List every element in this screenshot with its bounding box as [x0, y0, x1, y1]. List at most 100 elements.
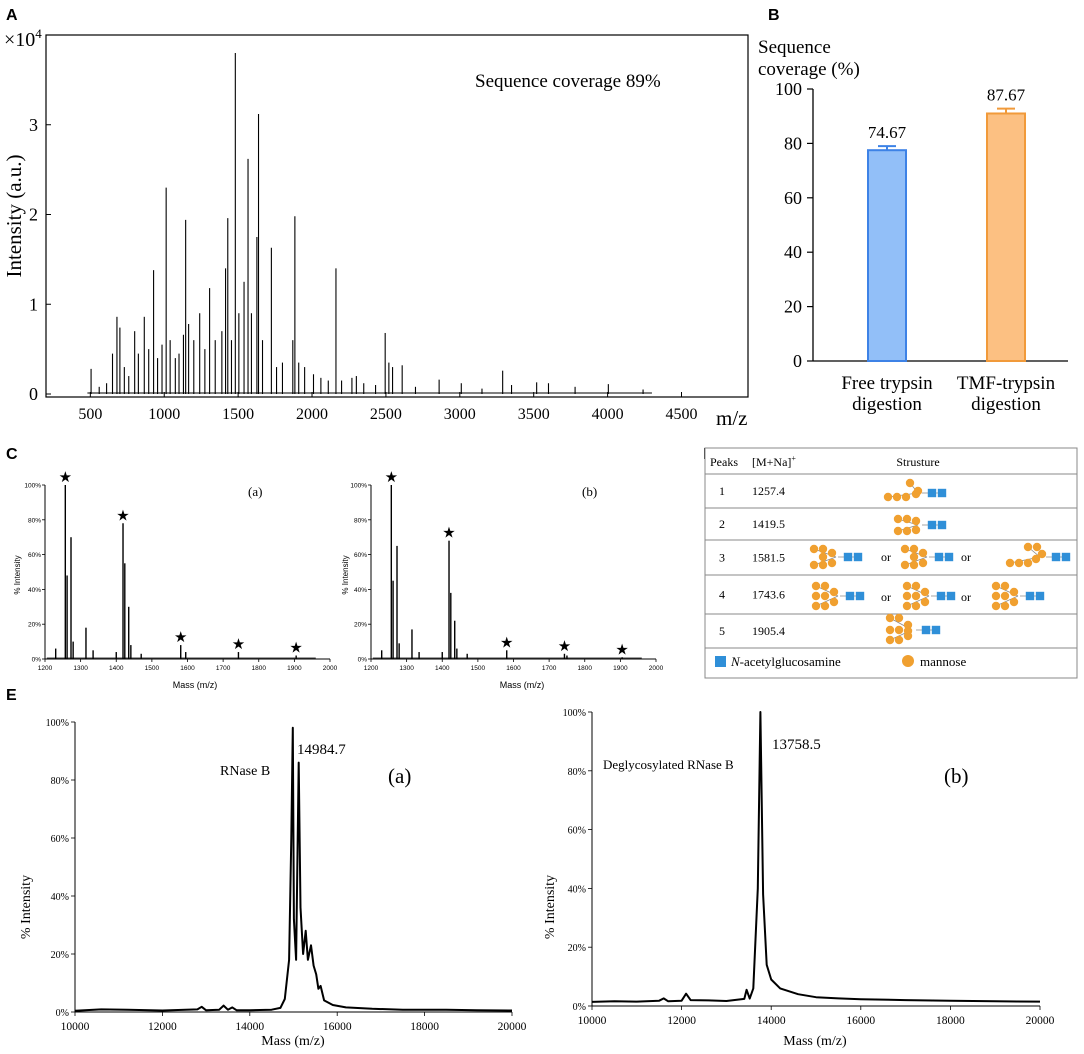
table-cell-mass: 1257.4	[752, 484, 785, 498]
y-tick-label: 60%	[354, 552, 367, 559]
table-cell-mass: 1743.6	[752, 588, 785, 602]
panel-e-letter: E	[6, 687, 17, 704]
glycan-table-rows: 1 1257.4 2 1419.5 3 1581.5 4 1743.6 5 1905.4 or or o…	[705, 473, 1077, 649]
mannose-icon	[1000, 601, 1010, 611]
y-tick-label: 60%	[28, 552, 41, 559]
peak-star-marker: ★	[442, 525, 455, 542]
mannose-icon	[918, 558, 928, 568]
x-tick-label: 1300	[399, 665, 414, 672]
mannose-icon	[911, 516, 921, 526]
mannose-icon	[820, 591, 830, 601]
x-tick-label: 1700	[542, 665, 557, 672]
x-tick-label: 1200	[364, 665, 379, 672]
x-tick-label: 18000	[936, 1015, 965, 1027]
mannose-icon	[1031, 554, 1041, 564]
panel-a-frame	[45, 34, 749, 398]
mannose-icon	[1023, 558, 1033, 568]
y-tick-label: 0	[29, 384, 38, 404]
mannose-icon	[920, 587, 930, 597]
y-tick-label: 80%	[354, 517, 367, 524]
x-tick-label: 1500	[222, 406, 254, 423]
bar-1	[867, 149, 907, 362]
x-tick-label: 14000	[235, 1021, 264, 1033]
x-tick-label: 4500	[665, 406, 697, 423]
mannose-icon	[902, 581, 912, 591]
peak-star-marker: ★	[174, 629, 187, 646]
y-tick-label: 80%	[568, 767, 586, 778]
mannose-icon	[901, 492, 911, 502]
mannose-icon	[911, 525, 921, 535]
or-separator: or	[881, 550, 891, 564]
glcnac-icon	[1061, 552, 1071, 562]
panel-e-b-peak-label: 13758.5	[772, 737, 821, 753]
bar-value-label-1: 74.67	[868, 123, 907, 142]
peak-star-marker: ★	[232, 636, 245, 653]
mannose-icon	[894, 613, 904, 623]
y-tick-label: 100	[775, 79, 802, 99]
mannose-icon	[894, 625, 904, 635]
x-tick-label: 1500	[471, 665, 486, 672]
mannose-icon	[827, 558, 837, 568]
mannose-icon	[809, 544, 819, 554]
panel-c-sublabel-b: (b)	[582, 484, 597, 499]
mannose-icon	[1000, 581, 1010, 591]
panel-a-annotation: Sequence coverage 89%	[475, 71, 661, 92]
x-tick-label: 4000	[592, 406, 624, 423]
peak-star-marker: ★	[116, 507, 129, 524]
x-tick-label: 2000	[649, 665, 664, 672]
panel-e-sublabel-a: (a)	[388, 764, 411, 788]
panel-e-b-chart: 0% 20% 40% 60% 80% 100% 10000 12000 14000 16000 18…	[563, 708, 1055, 1027]
y-tick-label: 40%	[568, 884, 586, 895]
panel-e-b-xlabel: Mass (m/z)	[783, 1034, 847, 1049]
peak-star-marker: ★	[558, 638, 571, 655]
mannose-icon	[903, 626, 913, 636]
mannose-icon	[818, 552, 828, 562]
panel-e-b-ylabel: % Intensity	[543, 875, 558, 939]
y-tick-label: 60%	[568, 826, 586, 837]
mannose-icon	[900, 560, 910, 570]
x-tick-label: 12000	[667, 1015, 696, 1027]
glcnac-icon	[934, 552, 944, 562]
y-tick-label: 40%	[354, 587, 367, 594]
table-header-structure: Strusture	[896, 455, 939, 469]
y-tick-label: 60%	[51, 834, 69, 845]
x-tick-label: 1800	[252, 665, 267, 672]
y-tick-label: 40%	[51, 892, 69, 903]
y-tick-label: 20%	[354, 622, 367, 629]
panel-c-a-ylabel: % Intensity	[13, 555, 22, 594]
mannose-icon	[820, 601, 830, 611]
x-tick-label: 14000	[757, 1015, 786, 1027]
y-tick-label: 100%	[563, 708, 586, 719]
glcnac-icon	[927, 488, 937, 498]
y-tick-label: 20%	[28, 622, 41, 629]
mannose-icon	[1014, 558, 1024, 568]
y-tick-label: 80%	[51, 776, 69, 787]
mannose-icon	[829, 587, 839, 597]
glcnac-icon	[1051, 552, 1061, 562]
panel-e-a-peak-label: 14984.7	[297, 742, 346, 758]
x-tick-label: 1600	[180, 665, 195, 672]
category-label-1-line2: digestion	[852, 394, 922, 415]
mannose-icon	[894, 635, 904, 645]
mannose-icon	[811, 601, 821, 611]
category-label-1-line1: Free trypsin	[841, 373, 933, 394]
panel-a-spectrum	[87, 52, 652, 394]
mannose-icon	[909, 552, 919, 562]
mannose-icon	[818, 544, 828, 554]
table-cell-mass: 1581.5	[752, 551, 785, 565]
mannose-icon	[811, 591, 821, 601]
peak-star-marker: ★	[59, 469, 72, 486]
panel-c: C (a) (b) % Intensity % Intensity Mass (…	[6, 446, 664, 690]
mannose-icon	[911, 591, 921, 601]
mannose-icon	[811, 581, 821, 591]
panel-e-a-compound: RNase B	[220, 764, 270, 779]
y-tick-label: 3	[29, 115, 38, 135]
x-tick-label: 3000	[444, 406, 476, 423]
mannose-legend-icon	[902, 655, 914, 667]
mannose-icon	[920, 597, 930, 607]
y-tick-label: 100%	[24, 483, 41, 490]
bar-2	[986, 112, 1026, 363]
mannose-icon	[820, 581, 830, 591]
y-tick-label: 0%	[573, 1002, 586, 1013]
